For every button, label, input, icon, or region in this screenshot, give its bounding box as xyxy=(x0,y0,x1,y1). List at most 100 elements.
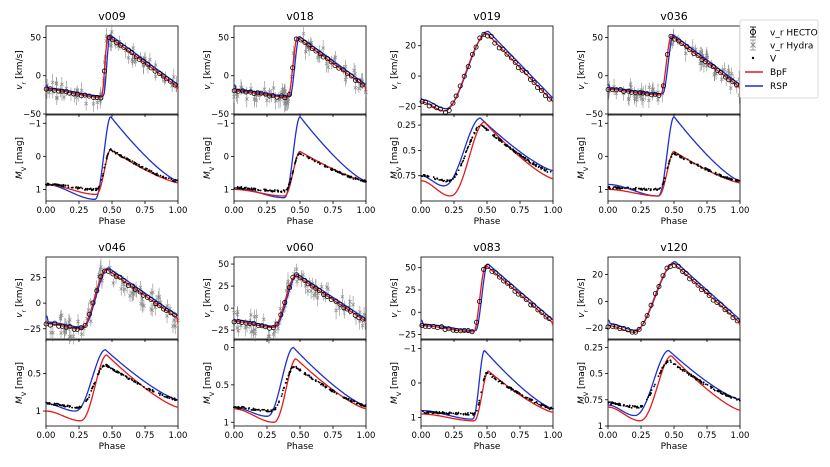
v-photometry-point xyxy=(683,370,686,373)
hydra-point xyxy=(131,46,136,50)
v-photometry-point xyxy=(250,187,253,190)
v-photometry-point xyxy=(457,169,460,172)
hecto-point xyxy=(660,83,666,89)
v-photometry-point xyxy=(236,406,239,409)
v-photometry-point xyxy=(705,168,707,171)
v-photometry-point xyxy=(357,402,359,405)
magnitude-ylabel: MV [mag] xyxy=(203,137,216,179)
hydra-point xyxy=(140,302,145,307)
hecto-point xyxy=(352,312,358,318)
velocity-ylabel: vr [km/s] xyxy=(203,50,216,90)
v-photometry-point xyxy=(278,400,280,403)
v-photometry-point xyxy=(244,407,247,410)
v-photometry-point xyxy=(148,387,150,390)
hecto-point xyxy=(320,54,326,60)
v-photometry-point xyxy=(85,400,87,403)
v-photometry-point xyxy=(95,189,98,191)
xlabel: Phase xyxy=(474,217,501,227)
velocity-plot: 50 25 0 −25 vr [km/s] xyxy=(390,256,554,342)
v-photometry-point xyxy=(133,161,136,164)
v-photometry-point xyxy=(546,171,549,173)
hydra-point xyxy=(614,91,619,96)
hecto-point xyxy=(473,44,479,50)
v-photometry-point xyxy=(238,406,241,409)
v-photometry-point xyxy=(473,131,476,134)
v-photometry-point xyxy=(548,408,551,410)
v-photometry-point xyxy=(167,177,170,180)
magnitude-frame xyxy=(45,339,179,427)
v-photometry-point xyxy=(145,388,148,390)
v-photometry-point xyxy=(270,409,273,412)
v-photometry-point xyxy=(446,180,449,182)
hecto-point xyxy=(286,285,292,291)
hecto-point xyxy=(274,94,280,100)
hecto-point xyxy=(78,93,84,99)
v-photometry-point xyxy=(455,173,458,176)
v-photometry-point xyxy=(308,157,311,159)
v-photometry-point xyxy=(286,188,289,191)
v-photometry-point xyxy=(438,179,441,181)
hecto-point xyxy=(71,326,77,332)
v-photometry-point xyxy=(77,187,80,189)
v-photometry-point xyxy=(118,153,121,156)
v-photometry-point xyxy=(150,170,153,172)
v-photometry-point xyxy=(273,189,276,191)
velocity-ylabel: vr [km/s] xyxy=(577,278,590,318)
rsp-magnitude-curve xyxy=(234,116,367,199)
hecto-point xyxy=(290,274,296,280)
v-photometry-point xyxy=(724,176,727,178)
hecto-point xyxy=(337,301,343,307)
v-photometry-point xyxy=(471,136,474,139)
v-photometry-point xyxy=(679,156,682,159)
hecto-point xyxy=(47,86,53,92)
hydra-point xyxy=(301,272,305,277)
v-photometry-point xyxy=(653,188,655,191)
v-photometry-point xyxy=(616,187,619,190)
hecto-point xyxy=(321,291,327,297)
v-photometry-point xyxy=(61,403,64,406)
v-photometry-point xyxy=(511,388,514,391)
hecto-point xyxy=(102,268,108,274)
v-photometry-point xyxy=(476,409,478,412)
hydra-point xyxy=(729,71,734,76)
v-photometry-point xyxy=(682,158,685,161)
v-photometry-point xyxy=(509,148,512,150)
panel-v018: v018 50 0 −50 vr [km/s] −1 0 1 0.00 0.25 0.50 0.75 1… xyxy=(203,10,375,227)
v-photometry-point xyxy=(613,402,616,405)
hecto-point xyxy=(262,324,268,330)
v-photometry-point xyxy=(521,394,523,396)
v-photometry-point xyxy=(697,378,700,381)
v-photometry-point xyxy=(108,366,111,369)
hecto-point xyxy=(152,68,158,74)
hecto-point xyxy=(481,266,487,272)
hecto-point xyxy=(263,91,269,97)
velocity-ytick-label: 0 xyxy=(36,72,41,82)
v-photometry-point xyxy=(433,177,436,180)
velocity-ytick-label: 20 xyxy=(405,42,416,52)
magnitude-xtick-label: 0.00 xyxy=(225,206,244,216)
magnitude-ytick-label: −1 xyxy=(403,345,416,355)
v-photometry-point xyxy=(543,404,546,407)
v-photometry-point xyxy=(46,182,49,185)
hecto-point xyxy=(531,302,537,308)
v-photometry-point xyxy=(114,370,116,373)
v-photometry-point xyxy=(355,402,358,405)
v-photometry-point xyxy=(294,162,296,165)
magnitude-xtick-label: 0.75 xyxy=(324,431,343,441)
hydra-point xyxy=(86,308,91,312)
legend: v_r HECTO v_r Hydra V BpF RSP xyxy=(739,19,819,99)
hecto-point xyxy=(730,315,736,321)
v-photometry-point xyxy=(143,168,146,171)
v-photometry-point xyxy=(462,412,465,415)
hydra-point xyxy=(76,319,80,324)
v-photometry-point xyxy=(314,160,316,163)
v-photometry-point xyxy=(76,407,78,409)
v-photometry-point xyxy=(173,399,176,401)
hydra-point xyxy=(51,330,55,335)
hydra-point xyxy=(99,265,103,269)
v-photometry-point xyxy=(298,369,301,372)
hydra-point xyxy=(333,55,338,60)
hecto-point xyxy=(282,300,288,306)
v-photometry-point xyxy=(508,146,511,149)
legend-v-label: V xyxy=(770,55,777,65)
